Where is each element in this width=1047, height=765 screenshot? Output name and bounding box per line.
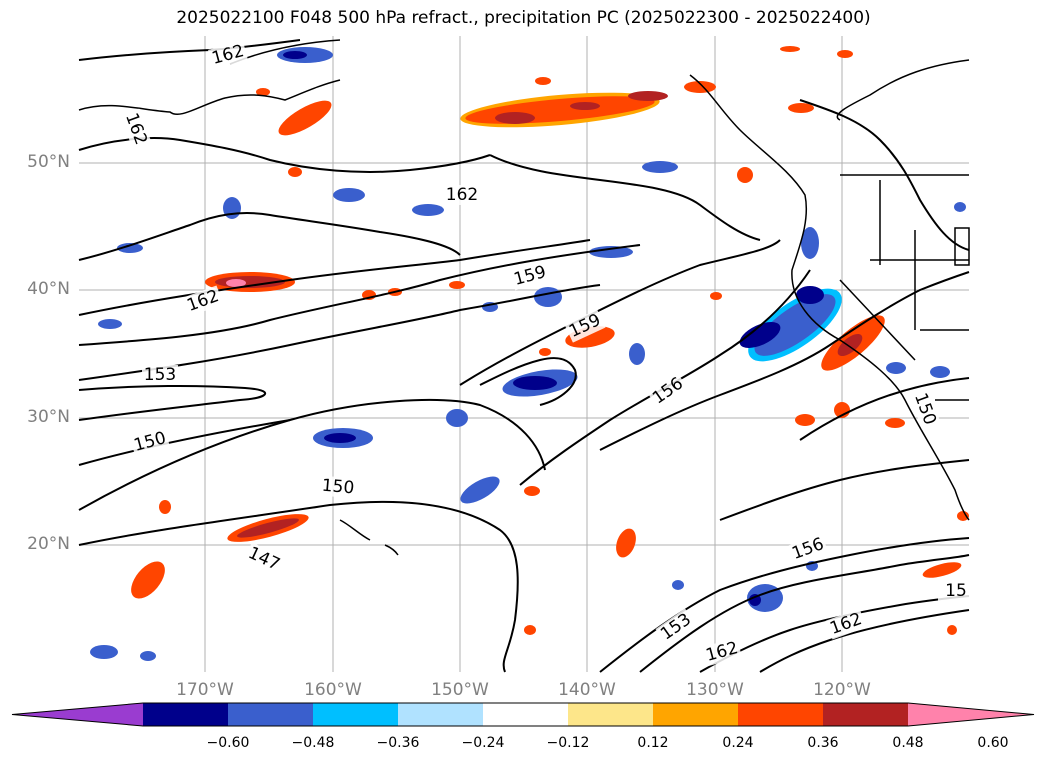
map-area [79, 36, 969, 672]
colorbar-tick-label: 0.12 [637, 735, 669, 751]
colorbar-segment [653, 703, 738, 726]
lon-label-160w: 160°W [304, 680, 362, 700]
refractivity-contours [78, 39, 970, 673]
colorbar-segment [738, 703, 823, 726]
colorbar-tick-label: −0.24 [461, 735, 505, 751]
contour-label: 150 [319, 475, 357, 499]
colorbar [11, 702, 1035, 727]
colorbar-tick-label: −0.12 [546, 735, 590, 751]
contour-label: 153 [142, 365, 178, 385]
colorbar-tick-label: −0.36 [376, 735, 420, 751]
contour-label: 15 [938, 581, 974, 601]
colorbar-segment [568, 703, 653, 726]
colorbar-tick-label: −0.48 [291, 735, 335, 751]
colorbar-segment [143, 703, 228, 726]
colorbar-segment [823, 703, 908, 726]
lon-label-140w: 140°W [558, 680, 616, 700]
figure-title: 2025022100 F048 500 hPa refract., precip… [176, 8, 871, 28]
lon-label-130w: 130°W [686, 680, 744, 700]
lon-label-120w: 120°W [813, 680, 871, 700]
lat-label-50n: 50°N [27, 152, 70, 172]
precip-shading [90, 46, 969, 661]
colorbar-extend-high [908, 703, 1034, 726]
lon-label-150w: 150°W [431, 680, 489, 700]
contour-label: 162 [444, 185, 480, 205]
colorbar-extend-low [12, 703, 143, 726]
coastlines [78, 39, 970, 556]
lat-label-40n: 40°N [27, 279, 70, 299]
colorbar-tick-label: 0.36 [807, 735, 839, 751]
colorbar-segment [313, 703, 398, 726]
colorbar-tick-label: −0.60 [206, 735, 250, 751]
colorbar-segment [228, 703, 313, 726]
lat-label-20n: 20°N [27, 534, 70, 554]
colorbar-tick-label: 0.60 [977, 735, 1009, 751]
colorbar-outline [11, 702, 1035, 727]
colorbar-segment [398, 703, 483, 726]
colorbar-tick-label: 0.48 [892, 735, 924, 751]
lat-label-30n: 30°N [27, 407, 70, 427]
lon-label-170w: 170°W [176, 680, 234, 700]
colorbar-segment [483, 703, 568, 726]
colorbar-tick-label: 0.24 [722, 735, 754, 751]
